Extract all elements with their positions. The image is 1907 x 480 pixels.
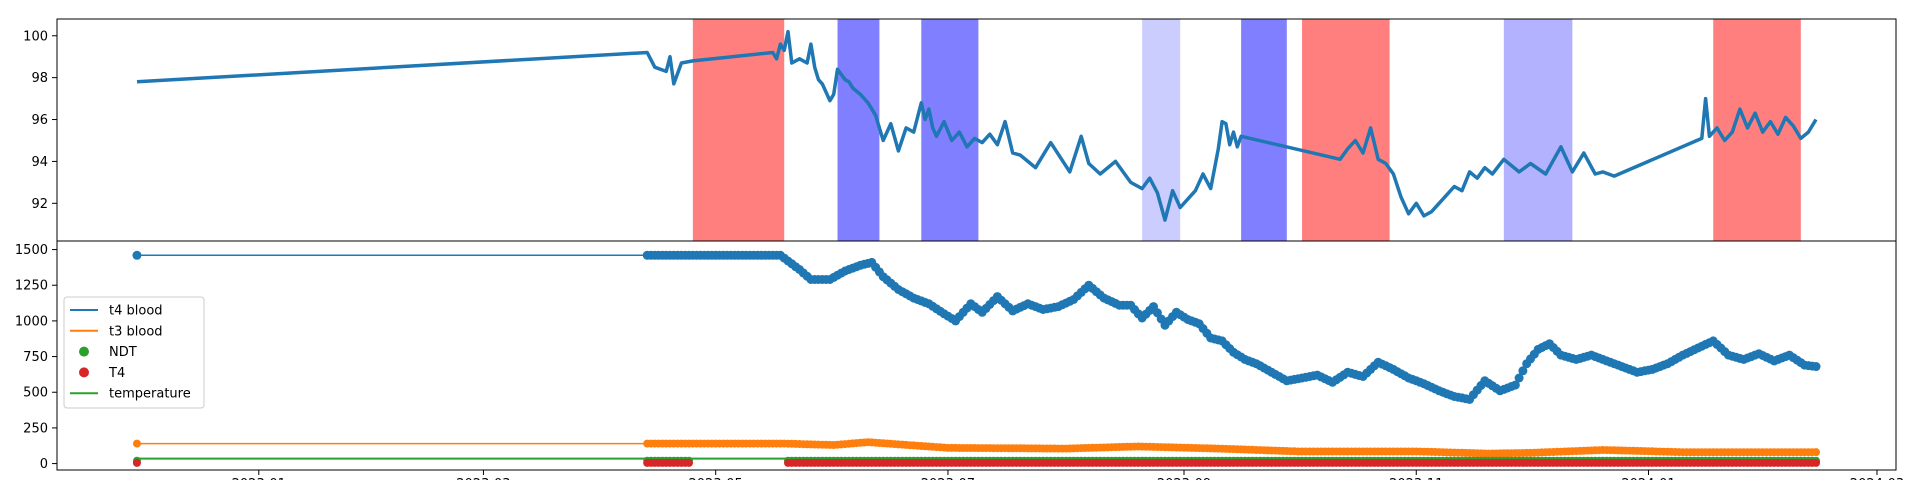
xtick-label: 2023-11 bbox=[1389, 477, 1443, 480]
shaded-regions bbox=[692, 19, 1801, 241]
legend-label-temperature: temperature bbox=[109, 387, 191, 402]
t4-blood-point bbox=[132, 250, 142, 260]
top-series-lines bbox=[136, 29, 1818, 222]
bottom-ytick-label: 1000 bbox=[15, 314, 48, 329]
top-ytick-label: 92 bbox=[31, 197, 48, 212]
legend: t4 blood t3 blood NDT T4 temperature bbox=[63, 296, 205, 409]
xtick-label: 2024-03 bbox=[1850, 477, 1904, 480]
t4-blood-point bbox=[1514, 373, 1524, 383]
t4-point bbox=[1812, 458, 1821, 467]
top-ytick-label: 96 bbox=[31, 113, 48, 128]
shaded-region-8 bbox=[1713, 19, 1801, 241]
top-chart: 92 94 96 98 100 bbox=[23, 19, 1818, 241]
bottom-axes-frame bbox=[56, 240, 1897, 471]
shaded-region-6 bbox=[1302, 19, 1390, 241]
top-series-line-1 bbox=[136, 29, 1818, 222]
t3-blood-point bbox=[132, 439, 141, 448]
top-ytick-label: 98 bbox=[31, 71, 48, 86]
t4-point bbox=[132, 458, 141, 467]
t4-blood-point bbox=[1518, 366, 1528, 376]
bottom-ytick-label: 1500 bbox=[15, 243, 48, 258]
bottom-ytick-label: 500 bbox=[23, 386, 48, 401]
t4-blood-point bbox=[1510, 380, 1520, 390]
t4-point bbox=[685, 458, 693, 467]
legend-label-ndt: NDT bbox=[109, 345, 137, 360]
shaded-region-2 bbox=[837, 19, 880, 241]
bottom-ytick-label: 250 bbox=[23, 421, 48, 436]
top-y-ticks: 92 94 96 98 100 bbox=[23, 29, 57, 212]
bottom-ytick-label: 750 bbox=[23, 350, 48, 365]
xtick-label: 2023-09 bbox=[1157, 477, 1211, 480]
xtick-label: 2023-07 bbox=[921, 477, 975, 480]
bottom-series-markers bbox=[132, 250, 1821, 467]
legend-label-t4: T4 bbox=[108, 366, 125, 381]
legend-box bbox=[63, 296, 205, 409]
xtick-label: 2023-05 bbox=[689, 477, 743, 480]
axes-frames bbox=[56, 18, 1897, 471]
bottom-ytick-label: 0 bbox=[40, 457, 48, 472]
xtick-label: 2023-01 bbox=[232, 477, 286, 480]
shaded-region-7 bbox=[1503, 19, 1573, 241]
bottom-ytick-label: 1250 bbox=[15, 279, 48, 294]
top-ytick-label: 100 bbox=[23, 29, 48, 44]
shaded-region-3 bbox=[921, 19, 979, 241]
t4-blood-point bbox=[1811, 362, 1821, 372]
legend-label-t3-blood: t3 blood bbox=[109, 324, 163, 339]
legend-label-t4-blood: t4 blood bbox=[109, 304, 163, 319]
bottom-y-ticks: 0 250 500 750 1000 1250 1500 bbox=[15, 243, 57, 472]
legend-swatch-ndt bbox=[79, 346, 89, 357]
legend-swatch-t4 bbox=[79, 367, 89, 378]
top-ytick-label: 94 bbox=[31, 155, 48, 170]
bottom-x-ticks: 2023-01 2023-03 2023-05 2023-07 2023-09 2023-… bbox=[232, 470, 1904, 480]
t3-blood-point bbox=[1812, 448, 1821, 457]
xtick-label: 2024-01 bbox=[1621, 477, 1675, 480]
shaded-region-5 bbox=[1241, 19, 1287, 241]
xtick-label: 2023-03 bbox=[456, 477, 510, 480]
